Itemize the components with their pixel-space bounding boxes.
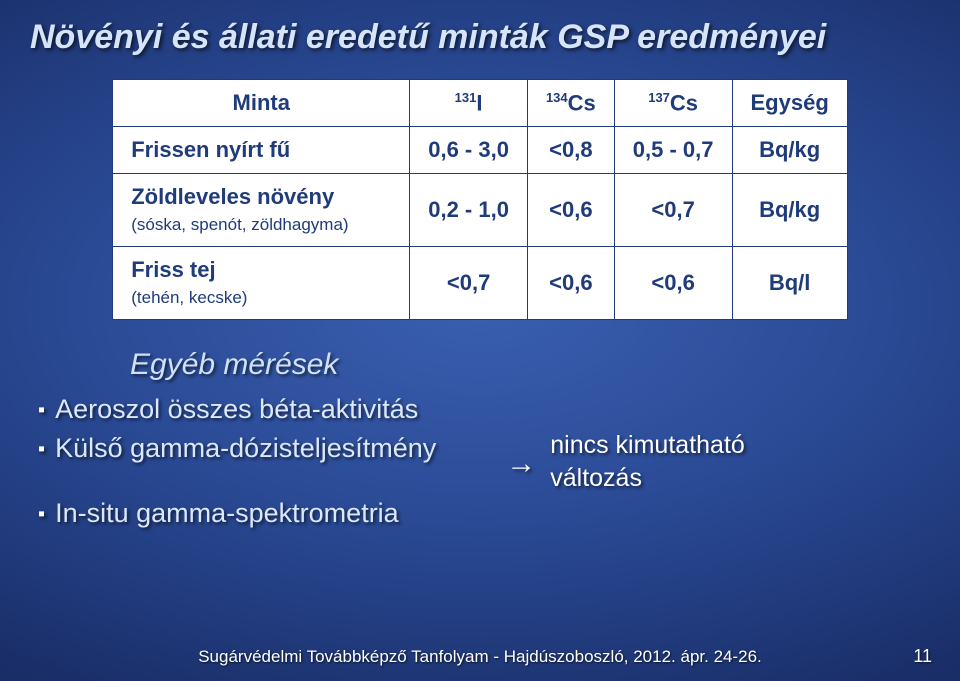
- cell: <0,7: [410, 247, 528, 320]
- page-number: 11: [913, 646, 932, 667]
- cell: <0,7: [614, 174, 732, 247]
- slide: Növényi és állati eredetű minták GSP ere…: [0, 0, 960, 681]
- bullet-item: Aeroszol összes béta-aktivitás: [38, 390, 745, 429]
- table-row: Zöldleveles növény (sóska, spenót, zöldh…: [113, 174, 848, 247]
- cell: 0,6 - 3,0: [410, 127, 528, 174]
- footer-text: Sugárvédelmi Továbbképző Tanfolyam - Haj…: [0, 647, 960, 667]
- table-header-row: Minta 131I 134Cs 137Cs Egység: [113, 80, 848, 127]
- cell: Bq/kg: [732, 127, 847, 174]
- row-label: Frissen nyírt fű: [113, 127, 410, 174]
- cell: Bq/l: [732, 247, 847, 320]
- row-label: Friss tej (tehén, kecske): [113, 247, 410, 320]
- bullet-item: In-situ gamma-spektrometria: [38, 494, 745, 533]
- bullet-item: Külső gamma-dózisteljesítmény: [38, 429, 436, 468]
- arrow-icon: →: [506, 447, 536, 481]
- bullets-block: Aeroszol összes béta-aktivitás Külső gam…: [38, 390, 960, 533]
- cell: 0,5 - 0,7: [614, 127, 732, 174]
- col-header-minta: Minta: [113, 80, 410, 127]
- table-row: Frissen nyírt fű 0,6 - 3,0 <0,8 0,5 - 0,…: [113, 127, 848, 174]
- table-row: Friss tej (tehén, kecske) <0,7 <0,6 <0,6…: [113, 247, 848, 320]
- row-label: Zöldleveles növény (sóska, spenót, zöldh…: [113, 174, 410, 247]
- col-header-134cs: 134Cs: [527, 80, 614, 127]
- cell: <0,8: [527, 127, 614, 174]
- page-title: Növényi és állati eredetű minták GSP ere…: [0, 0, 960, 57]
- section-title: Egyéb mérések: [130, 348, 960, 382]
- col-header-137cs: 137Cs: [614, 80, 732, 127]
- cell: 0,2 - 1,0: [410, 174, 528, 247]
- result-text: nincs kimutatható változás: [550, 429, 745, 494]
- cell: <0,6: [527, 174, 614, 247]
- col-header-egyseg: Egység: [732, 80, 847, 127]
- cell: Bq/kg: [732, 174, 847, 247]
- col-header-131i: 131I: [410, 80, 528, 127]
- results-table: Minta 131I 134Cs 137Cs Egység Frissen ny…: [112, 79, 848, 320]
- cell: <0,6: [614, 247, 732, 320]
- result-block: → nincs kimutatható változás: [506, 429, 745, 494]
- cell: <0,6: [527, 247, 614, 320]
